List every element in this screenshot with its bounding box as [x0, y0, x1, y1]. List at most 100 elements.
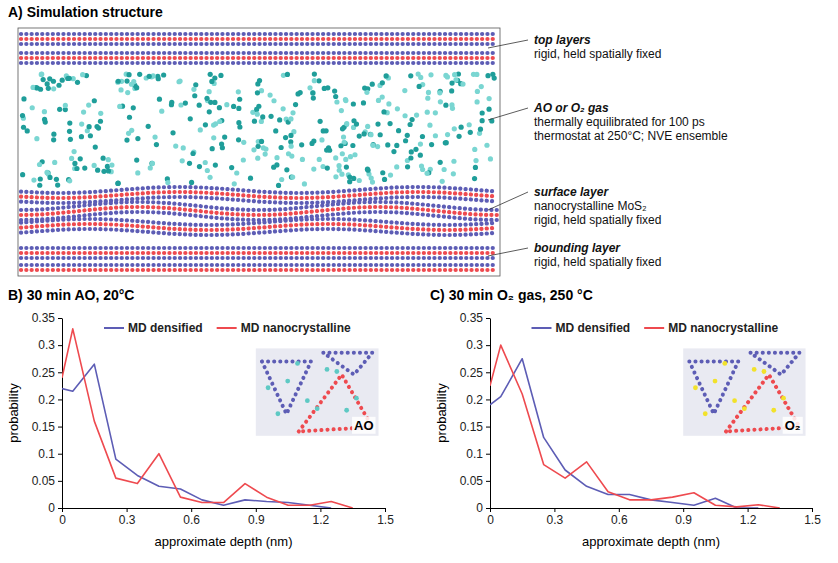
inset-atom	[325, 367, 330, 372]
atom-row	[21, 202, 497, 210]
gas-atom	[340, 126, 345, 131]
tick-label: 1.5	[804, 513, 821, 527]
atom-row	[21, 197, 497, 203]
gas-atom	[479, 84, 484, 89]
tick-mark	[748, 508, 749, 512]
gas-atom	[208, 72, 213, 77]
gas-atom	[357, 178, 362, 183]
gas-atom	[344, 121, 349, 126]
gas-atom	[445, 74, 450, 79]
gas-atom	[271, 165, 276, 170]
gas-atom	[63, 103, 68, 108]
gas-atom	[322, 86, 327, 91]
gas-atom	[321, 128, 326, 133]
gas-atom	[370, 82, 375, 87]
gas-atom	[402, 113, 407, 118]
gas-atom	[236, 120, 241, 125]
gas-atom	[414, 112, 419, 117]
chart-title: B) 30 min AO, 20°C	[8, 287, 134, 303]
gas-atom	[173, 143, 178, 148]
gas-atom	[165, 180, 170, 185]
gas-atom	[312, 78, 317, 83]
gas-atom	[478, 127, 483, 132]
gas-atom	[21, 125, 26, 130]
gas-atom	[433, 110, 438, 115]
atom-row	[21, 51, 497, 55]
gas-atom	[452, 72, 457, 77]
gas-atom	[456, 134, 461, 139]
x-tick: 1.2	[740, 508, 757, 527]
gas-atom	[451, 171, 456, 176]
gas-atom	[317, 157, 322, 162]
gas-atom	[88, 133, 93, 138]
inset-atom	[305, 398, 310, 403]
gas-atom	[468, 130, 473, 135]
gas-atom	[371, 142, 376, 147]
gas-atom	[279, 177, 284, 182]
x-tick: 0	[59, 508, 66, 527]
gas-atom	[45, 81, 50, 86]
gas-atom	[344, 164, 349, 169]
gas-atom	[449, 88, 454, 93]
tick-mark	[58, 372, 62, 373]
gas-atom	[365, 168, 370, 173]
gas-atom	[190, 151, 195, 156]
gas-atom	[37, 162, 42, 167]
gas-atom	[409, 117, 414, 122]
gas-atom	[188, 116, 193, 121]
gas-atom	[78, 156, 83, 161]
x-axis-title: approximate depth (nm)	[154, 534, 292, 549]
gas-atom	[281, 106, 286, 111]
gas-atom	[370, 143, 375, 148]
gas-atom	[484, 143, 489, 148]
gas-atom	[101, 156, 106, 161]
tick-label: 0.15	[32, 420, 56, 434]
gas-atom	[56, 83, 61, 88]
gas-atom	[115, 80, 120, 85]
tick-mark	[486, 427, 490, 428]
inset-atom	[781, 396, 786, 401]
atom-row	[21, 42, 497, 46]
gas-atom	[124, 137, 129, 142]
inset: O₂	[683, 348, 805, 435]
tick-label: 0.05	[32, 474, 56, 488]
legend-item: MD densified	[104, 321, 203, 335]
gas-atom	[86, 103, 91, 108]
legend: MD densifiedMD nanocrystalline	[531, 321, 778, 335]
gas-atom	[92, 163, 97, 168]
label-heading: top layers	[534, 33, 591, 47]
inset-crystal	[750, 353, 799, 375]
inset-atom	[295, 361, 300, 366]
x-tick: 0.3	[547, 508, 564, 527]
gas-atom	[319, 137, 324, 142]
legend-label: MD nanocrystalline	[668, 321, 778, 335]
gas-atom	[487, 96, 492, 101]
gas-atom	[134, 157, 139, 162]
gas-atom	[284, 167, 289, 172]
gas-atom	[115, 181, 120, 186]
gas-atom	[467, 122, 472, 127]
gas-atom	[116, 79, 121, 84]
gas-atom	[473, 165, 478, 170]
legend-swatch	[531, 327, 551, 329]
tick-mark	[320, 508, 321, 512]
gas-atom	[387, 121, 392, 126]
gas-atom	[237, 124, 242, 129]
tick-label: 0.3	[38, 338, 55, 352]
gas-atom	[429, 142, 434, 147]
gas-atom	[95, 168, 100, 173]
y-tick: 0	[48, 501, 62, 515]
atom-row	[21, 212, 497, 220]
inset-atom	[771, 408, 776, 413]
gas-atom	[72, 161, 77, 166]
gas-atom	[361, 100, 366, 105]
gas-atom	[248, 176, 253, 181]
atom-row	[21, 192, 497, 198]
gas-atom	[203, 160, 208, 165]
gas-atom	[490, 72, 495, 77]
tick-label: 0	[487, 513, 494, 527]
plot-area	[62, 329, 353, 508]
gas-atom	[396, 128, 401, 133]
atom-row	[21, 61, 497, 65]
gas-atom	[197, 103, 202, 108]
